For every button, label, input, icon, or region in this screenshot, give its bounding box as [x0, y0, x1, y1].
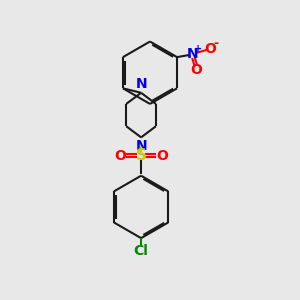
- Text: O: O: [204, 42, 216, 56]
- Text: S: S: [136, 148, 147, 163]
- Text: -: -: [213, 37, 218, 50]
- Text: N: N: [187, 47, 198, 61]
- Text: O: O: [114, 149, 126, 163]
- Text: N: N: [135, 77, 147, 91]
- Text: O: O: [156, 149, 168, 163]
- Text: +: +: [194, 44, 202, 54]
- Text: O: O: [190, 63, 202, 76]
- Text: N: N: [135, 140, 147, 153]
- Text: Cl: Cl: [134, 244, 148, 258]
